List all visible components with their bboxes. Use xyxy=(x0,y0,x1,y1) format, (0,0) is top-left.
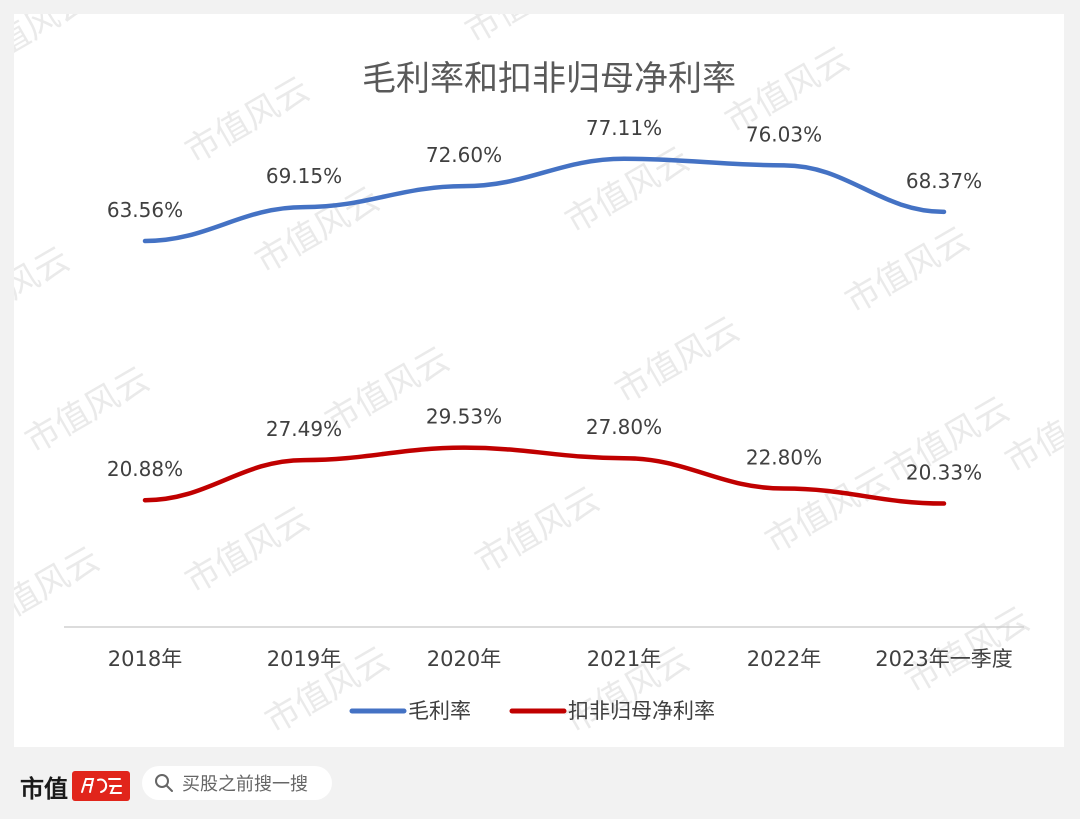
brand-logo[interactable]: 市值 xyxy=(20,769,130,803)
x-tick-label: 2021年 xyxy=(587,647,661,671)
data-label-1-3: 27.80% xyxy=(586,415,662,439)
data-point-1-4 xyxy=(782,487,786,491)
data-label-1-5: 20.33% xyxy=(906,461,982,485)
brand-script-icon xyxy=(76,774,126,798)
search-box[interactable]: 买股之前搜一搜 xyxy=(142,766,332,800)
watermark-text: 市值风云 xyxy=(179,69,317,172)
watermark-text: 市值风云 xyxy=(249,179,387,282)
data-point-0-0 xyxy=(143,239,147,243)
data-label-0-1: 69.15% xyxy=(266,164,342,188)
data-point-0-1 xyxy=(302,205,306,209)
data-point-0-2 xyxy=(462,184,466,188)
watermark-text: 市值风云 xyxy=(14,239,76,342)
search-placeholder: 买股之前搜一搜 xyxy=(182,770,308,796)
data-label-0-4: 76.03% xyxy=(746,122,822,146)
x-tick-label: 2018年 xyxy=(108,647,182,671)
data-label-1-4: 22.80% xyxy=(746,446,822,470)
data-label-1-0: 20.88% xyxy=(107,457,183,481)
watermark-text: 市值风云 xyxy=(609,309,747,412)
x-tick-label: 2020年 xyxy=(427,647,501,671)
data-point-1-5 xyxy=(942,502,946,506)
data-point-0-5 xyxy=(942,210,946,214)
watermark-text: 市值风云 xyxy=(469,479,607,582)
brand-name: 市值 xyxy=(20,769,68,804)
watermark-text: 市值风云 xyxy=(19,359,157,462)
data-label-0-0: 63.56% xyxy=(107,198,183,222)
chart-title: 毛利率和扣非归母净利率 xyxy=(362,59,736,99)
legend-label-1: 扣非归母净利率 xyxy=(568,699,715,723)
data-label-1-2: 29.53% xyxy=(426,405,502,429)
watermark-text: 市值风云 xyxy=(459,14,597,52)
data-label-0-5: 68.37% xyxy=(906,169,982,193)
watermark-text: 市值风云 xyxy=(559,139,697,242)
data-point-0-4 xyxy=(782,163,786,167)
data-point-0-3 xyxy=(622,157,626,161)
legend-label-0: 毛利率 xyxy=(408,699,471,723)
x-tick-label: 2023年一季度 xyxy=(875,647,1012,671)
chart-card: 市值风云 市值风云 市值风云 市值风云 市值风云 市值风云 市值风云 市值风云 市值风云 市值风云… xyxy=(14,14,1064,747)
series-layer xyxy=(143,157,946,506)
x-tick-label: 2022年 xyxy=(747,647,821,671)
search-icon xyxy=(154,773,174,793)
data-label-0-3: 77.11% xyxy=(586,116,662,140)
watermark-text: 市值风云 xyxy=(999,379,1065,482)
data-point-1-3 xyxy=(622,456,626,460)
watermark-text: 市值风云 xyxy=(839,219,977,322)
data-point-1-2 xyxy=(462,446,466,450)
footer-bar: 市值 买股之前搜一搜 xyxy=(0,747,1080,819)
legend: 毛利率 扣非归母净利率 xyxy=(352,699,715,723)
x-axis-ticks: 2018年 2019年 2020年 2021年 2022年 2023年一季度 xyxy=(108,647,1013,671)
brand-logo-badge xyxy=(72,771,130,801)
watermark-text: 市值风云 xyxy=(179,499,317,602)
x-tick-label: 2019年 xyxy=(267,647,341,671)
data-label-1-1: 27.49% xyxy=(266,417,342,441)
data-point-1-1 xyxy=(302,458,306,462)
watermark-text: 市值风云 xyxy=(759,459,897,562)
watermark-text: 市值风云 xyxy=(14,14,96,82)
data-point-1-0 xyxy=(143,498,147,502)
series-line-0 xyxy=(145,159,944,241)
data-label-0-2: 72.60% xyxy=(426,143,502,167)
